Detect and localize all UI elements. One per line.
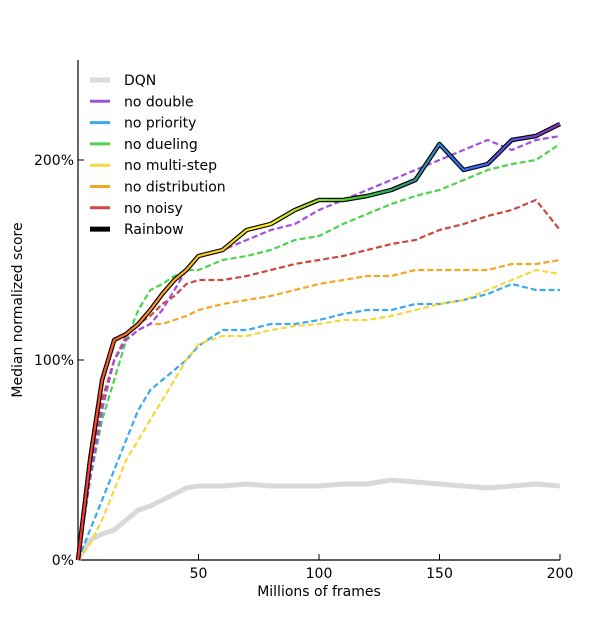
- legend-no-priority-label: no priority: [124, 116, 196, 132]
- x-axis-label: Millions of frames: [257, 584, 381, 600]
- legend-no-dueling-label: no dueling: [124, 137, 198, 153]
- legend-no-noisy-label: no noisy: [124, 201, 183, 217]
- legend-no-multi-step-label: no multi-step: [124, 158, 217, 174]
- series-no-distribution-line: [76, 258, 561, 561]
- series-dqn-line: [75, 477, 561, 562]
- series-no-priority-line: [76, 282, 560, 561]
- y-tick-label: 100%: [34, 353, 74, 369]
- legend: DQN no double no priority no dueling no mult…: [90, 73, 226, 238]
- legend-rainbow-label: Rainbow: [124, 222, 184, 238]
- series-no-multi-step-line: [77, 268, 561, 561]
- x-tick-label: 100: [306, 566, 333, 582]
- legend-dqn-label: DQN: [124, 73, 156, 89]
- series-no-double-line: [76, 134, 561, 561]
- y-tick-label: 200%: [34, 153, 74, 169]
- legend-no-double-label: no double: [124, 94, 194, 110]
- x-tick-label: 200: [547, 566, 574, 582]
- y-tick-label: 0%: [52, 553, 74, 569]
- series-rainbow-line: [76, 123, 561, 561]
- series-group: [75, 121, 562, 562]
- axes: 50 100 150 200 0% 100% 200%: [34, 60, 573, 582]
- x-tick-label: 150: [426, 566, 453, 582]
- series-no-dueling-line: [76, 143, 561, 561]
- legend-no-distribution-label: no distribution: [124, 180, 226, 196]
- x-tick-label: 50: [190, 566, 208, 582]
- y-axis-label: Median normalized score: [10, 222, 26, 397]
